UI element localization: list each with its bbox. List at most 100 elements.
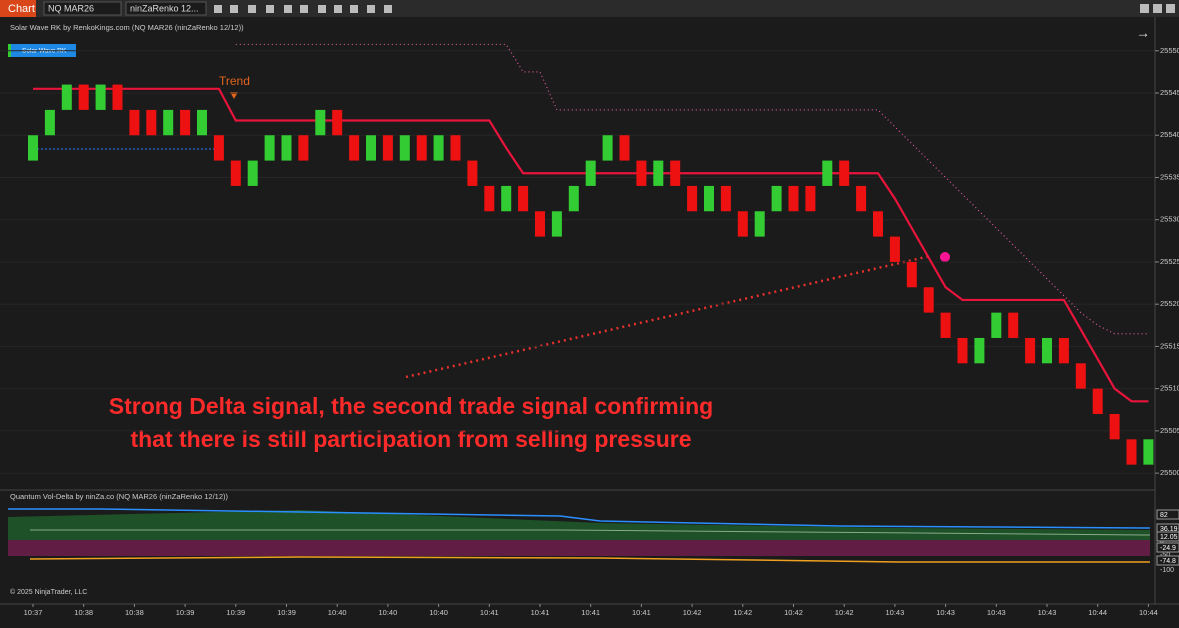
x-tick-label: 10:39 [176, 608, 195, 617]
candle-body [28, 135, 38, 161]
candle-body [349, 135, 360, 161]
candle-body [61, 84, 72, 110]
candle-body [839, 160, 850, 186]
x-tick-label: 10:38 [125, 608, 144, 617]
candle-body [720, 185, 731, 212]
y-tick-label: 25500 [1160, 468, 1179, 477]
candle-body [247, 160, 258, 186]
bar-type-box[interactable] [125, 1, 207, 16]
y-tick-label: 25530 [1160, 215, 1179, 224]
x-tick-label: 10:41 [531, 608, 550, 617]
candle-body [1025, 337, 1036, 364]
x-tick-label: 10:43 [1038, 608, 1057, 617]
toolbar [0, 0, 1179, 17]
candle-body [1042, 337, 1052, 364]
lower-value: 82 [1160, 512, 1168, 519]
lower-value: 12.05 [1160, 534, 1178, 541]
lower-panel: Quantum Vol-Delta by ninZa.co (NQ MAR26 … [8, 492, 1179, 574]
candle-body [1143, 439, 1154, 465]
candle-body [653, 160, 664, 186]
chart-tab[interactable] [0, 0, 36, 17]
lower-scale: -50 [1160, 552, 1170, 559]
mid-line [30, 529, 1151, 536]
candle-body [619, 135, 630, 161]
x-tick-label: 10:41 [632, 608, 651, 617]
candle-body [906, 261, 917, 288]
candle-body [197, 109, 207, 136]
candle-body [450, 135, 461, 161]
bar-type: ninZaRenko 12... [130, 3, 199, 13]
candle-body [737, 211, 748, 237]
candle-body [433, 135, 444, 161]
x-tick-label: 10:42 [835, 608, 854, 617]
candle-body [568, 185, 579, 212]
candle-body [602, 135, 613, 161]
candle-body [281, 135, 292, 161]
candle-body [501, 185, 512, 212]
price-axis: 25500 25505 25510 25515 25520 25525 25530 25535… [1160, 46, 1179, 477]
candle-body [230, 160, 241, 186]
candle-body [873, 211, 883, 237]
lower-value: -24.9 [1160, 545, 1176, 552]
candle-body [889, 236, 900, 262]
candle-body [1058, 337, 1069, 364]
candle-body [687, 185, 698, 212]
candle-body [416, 135, 427, 161]
candle-body [805, 185, 816, 212]
candle-body [974, 337, 985, 364]
trend-label: Trend [219, 74, 250, 88]
y-tick-label: 25520 [1160, 299, 1179, 308]
candle-body [1008, 312, 1019, 338]
candle-body [399, 135, 410, 161]
lower-scale: -100 [1160, 567, 1174, 574]
scroll-arrow[interactable]: → [1136, 25, 1150, 41]
candle-body [484, 185, 495, 212]
y-tick-label: 25535 [1160, 172, 1179, 181]
candle-body [129, 109, 140, 136]
candle-body [636, 160, 647, 186]
lower-label: Quantum Vol-Delta by ninZa.co (NQ MAR26 … [10, 492, 229, 501]
candle-body [1109, 413, 1120, 440]
x-tick-label: 10:41 [581, 608, 600, 617]
candle-body [163, 109, 174, 136]
candle-body [332, 109, 343, 136]
negative-band [8, 540, 1150, 556]
x-tick-label: 10:42 [733, 608, 752, 617]
x-tick-label: 10:42 [683, 608, 702, 617]
candle-body [298, 135, 309, 161]
indicator-label: Solar Wave RK by RenkoKings.com (NQ MAR2… [10, 23, 244, 32]
x-tick-label: 10:39 [277, 608, 296, 617]
candle-body [1092, 388, 1103, 414]
footer: © 2025 NinjaTrader, LLC [10, 588, 87, 596]
y-tick-label: 25505 [1160, 426, 1179, 435]
instrument-box[interactable] [43, 1, 122, 16]
lower-value: 36.19 [1160, 526, 1178, 533]
annotation: Strong Delta signal, the second trade si… [109, 393, 713, 419]
candle-body [382, 135, 393, 161]
candle-body [940, 312, 951, 338]
toolbar-icons [214, 4, 1175, 13]
candle-body [754, 211, 765, 237]
x-tick-label: 10:43 [936, 608, 955, 617]
x-tick-label: 10:43 [886, 608, 905, 617]
candle-body [44, 109, 55, 136]
y-tick-label: 25510 [1160, 384, 1179, 393]
candle-body [518, 185, 529, 212]
y-tick-label: 25515 [1160, 341, 1179, 350]
candle-body [923, 287, 934, 313]
candle-body [822, 160, 833, 186]
candle-body [991, 312, 1002, 338]
blue-line [8, 508, 1151, 529]
candle-body [213, 135, 224, 161]
y-tick-label: 25540 [1160, 130, 1179, 139]
candle-body [788, 185, 799, 212]
candle-body [1126, 439, 1137, 465]
y-tick-label: 25550 [1160, 46, 1179, 55]
tab-label: Chart [8, 3, 35, 15]
x-tick-label: 10:39 [226, 608, 245, 617]
x-tick-label: 10:43 [987, 608, 1006, 617]
x-tick-label: 10:40 [328, 608, 347, 617]
x-tick-label: 10:40 [379, 608, 398, 617]
candle-body [771, 185, 782, 212]
